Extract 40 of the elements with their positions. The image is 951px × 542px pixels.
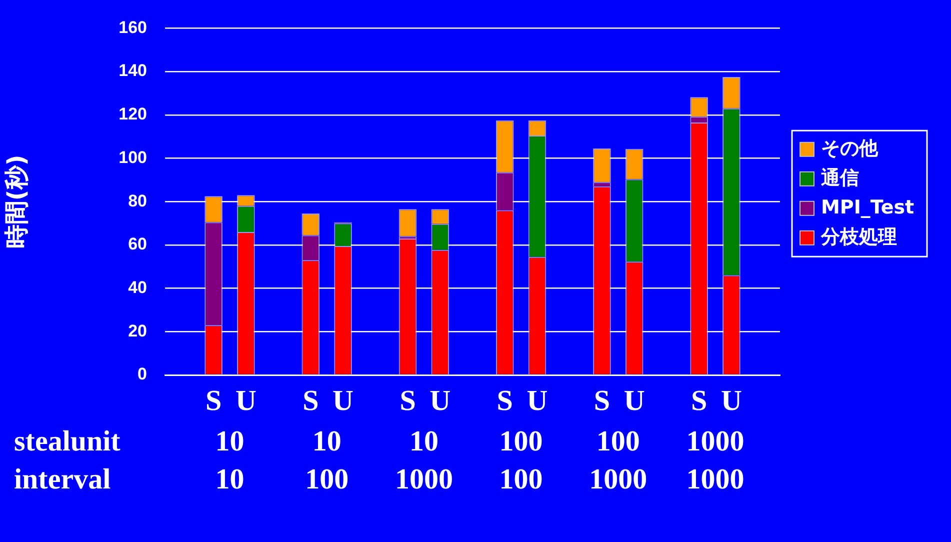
y-tick-label: 40 [128, 278, 147, 297]
y-tick-label: 140 [118, 61, 147, 80]
text: stealunit [14, 425, 121, 458]
x-tick-label: U [526, 384, 548, 417]
text: 10 [215, 463, 244, 496]
y-tick-label: 120 [118, 104, 147, 124]
legend-label: その他 [821, 137, 879, 160]
x-tick-label: U [720, 384, 742, 417]
legend-label: MPI_Test [821, 196, 914, 218]
x-tick-label: S [496, 384, 513, 417]
text: 100 [305, 463, 349, 496]
text: 10 [409, 425, 438, 458]
x-tick-label: S [205, 384, 222, 417]
text: 10 [215, 425, 244, 458]
x-tick-label: S [691, 384, 708, 417]
text: 1000 [686, 425, 744, 458]
text: 100 [596, 425, 640, 458]
text: 100 [499, 463, 543, 496]
y-tick-label: 80 [128, 191, 147, 210]
y-axis-title: 時間(秒) [2, 154, 31, 249]
text: interval [14, 463, 111, 496]
x-tick-label: S [594, 384, 610, 417]
x-tick-label: U [332, 384, 354, 417]
text: 100 [499, 425, 543, 458]
text: 1000 [589, 463, 648, 496]
text: 1000 [394, 463, 453, 496]
legend-label: 分枝処理 [820, 226, 897, 248]
y-tick-label: 160 [118, 18, 147, 37]
x-tick-label: U [235, 384, 256, 417]
x-tick-label: U [624, 384, 645, 417]
y-tick-label: 0 [138, 364, 147, 384]
x-tick-label: U [430, 384, 451, 417]
text: 10 [312, 425, 342, 458]
text: 1000 [686, 463, 744, 496]
x-tick-label: S [400, 384, 416, 417]
legend-label: 通信 [820, 166, 859, 189]
y-tick-label: 20 [128, 321, 147, 340]
y-tick-label: 100 [118, 148, 147, 167]
y-tick-label: 60 [128, 234, 147, 254]
x-tick-label: S [302, 384, 319, 417]
